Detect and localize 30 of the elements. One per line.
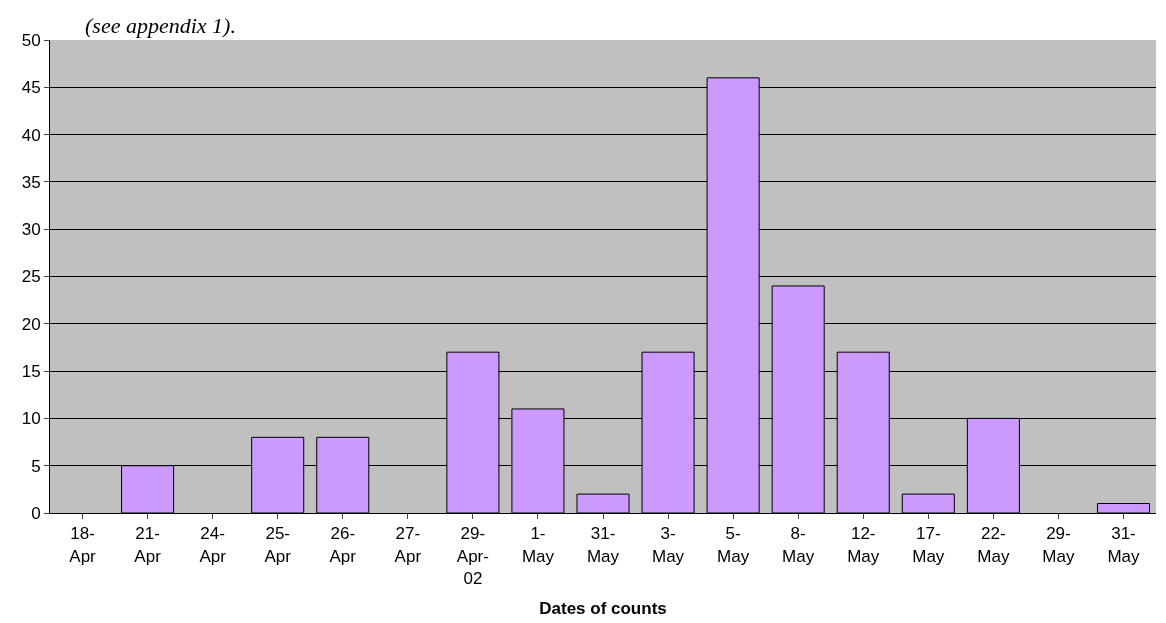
- x-tick-label: 24-Apr: [199, 524, 227, 566]
- x-tick-label: 31-May: [1107, 524, 1141, 566]
- x-tick-label: 31-May: [586, 524, 620, 566]
- y-tick-label: 30: [21, 220, 41, 240]
- x-axis-title: Dates of counts: [539, 599, 667, 618]
- y-tick-label: 35: [21, 172, 41, 192]
- x-tick-label: 26-Apr: [329, 524, 357, 566]
- x-tick-label: 29-May: [1042, 524, 1075, 566]
- x-tick-label: 8-May: [782, 524, 815, 566]
- y-tick-label: 5: [31, 456, 41, 476]
- x-tick-label: 1-May: [521, 524, 555, 566]
- x-tick-label: 25-Apr: [264, 524, 292, 566]
- y-tick-label: 40: [21, 125, 41, 145]
- y-tick-label: 50: [21, 30, 41, 50]
- x-tick-label: 3-May: [652, 524, 685, 566]
- y-tick-label: 45: [21, 78, 41, 98]
- x-tick-label: 29-Apr-02: [456, 524, 489, 588]
- y-tick-label: 10: [21, 409, 41, 429]
- x-tick-label: 5-May: [717, 524, 750, 566]
- y-tick-label: 0: [31, 503, 41, 523]
- y-tick-label: 15: [21, 362, 41, 382]
- x-tick-label: 27-Apr: [394, 524, 422, 566]
- x-tick-label: 18-Apr: [69, 524, 97, 566]
- x-tick-label: 21-Apr: [134, 524, 162, 566]
- x-tick-label: 17-May: [912, 524, 945, 566]
- y-tick-label: 20: [21, 314, 41, 334]
- x-tick-label: 12-May: [847, 524, 880, 566]
- x-tick-label: 22-May: [977, 524, 1010, 566]
- text: (see appendix 1).: [85, 13, 236, 38]
- y-tick-label: 25: [21, 267, 41, 287]
